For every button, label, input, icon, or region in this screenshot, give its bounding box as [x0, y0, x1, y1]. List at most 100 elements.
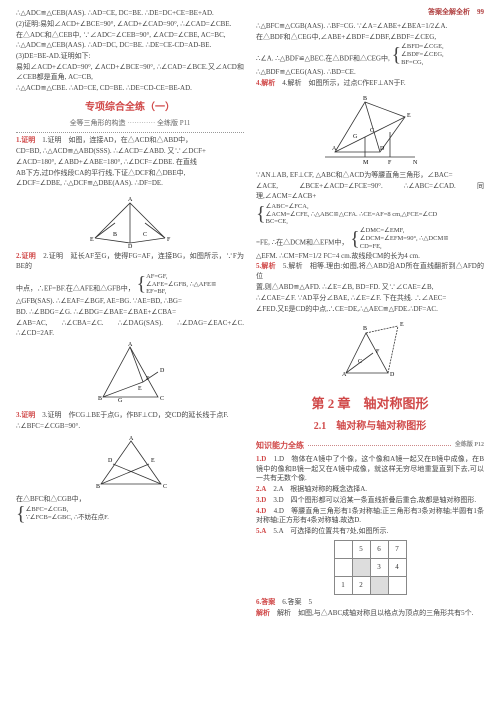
text-line: ∴∠A. ∴△BDF≌△BEC.在△BDF和△CEG中, { ∠BFD=∠CGE… [256, 43, 484, 66]
brace-eq: { AF=GF,∠AFE=∠GFB, ∴△AFE≌EF=BF, [136, 273, 216, 296]
special-pg: 全练版 P11 [157, 119, 190, 127]
cell [334, 559, 352, 577]
svg-text:G: G [118, 398, 123, 404]
svg-text:E: E [151, 458, 155, 464]
t: 中点，∴EF=BF.在△AFE和△GFB中， [16, 284, 135, 292]
text-line: (3)DE=BE-AD.证明如下: [16, 52, 244, 62]
a5-text: 5.A 可选择的位置共有7处,如图所示. [273, 527, 388, 535]
text-line: { ∠BFC=∠CGB,∵∠FCB=∠GBC, ∴不妨在点F. [16, 506, 244, 524]
q1-text: 1.证明 如图，连接AD，在△ACD和△ABD中， [42, 136, 192, 144]
a-num: 解析 [256, 609, 270, 617]
svg-text:E: E [400, 322, 404, 328]
text-line: ∵AN⊥AB, EF⊥CF, △ABC和△ACD为等腰直角三角形，∠BAC= [256, 171, 484, 181]
cell: 6 [370, 541, 388, 559]
a-num: 2.A [256, 485, 266, 493]
svg-text:F: F [167, 237, 171, 243]
grid-puzzle: 5 6 7 3 4 1 2 [334, 540, 407, 595]
a6a-text: 解析 如图,与△ABC成轴对称且以格点为顶点的三角形共有5个. [277, 609, 473, 617]
svg-text:D: D [128, 244, 133, 248]
knowledge-header: 知识能力全练 全练版 P12 [256, 440, 484, 451]
svg-text:E: E [138, 386, 142, 392]
cell: 4 [388, 559, 406, 577]
subchapter-title: 2.1 轴对称与轴对称图形 [256, 420, 484, 434]
text-line: BD. ∴∠BDG=∠G. ∴∠BDG=∠BAE=∠BAE+∠CBA= [16, 308, 244, 318]
text-line: AB下方,过D作线段CA的平行线,下证△DCF和△DBE中, [16, 169, 244, 179]
text-line: ∴△BFC≌△CGB(AAS). ∴BF=CG. ∵∠A=∠ABE+∠BEA=1… [256, 22, 484, 32]
cell [334, 541, 352, 559]
brace-eq: { ∠BFD=∠CGE,∠BDF=∠CEG,BF=CG, [391, 43, 443, 66]
text-line: 在△BDF和△CEG中,∠ABE+∠BDF=∠DBF,∠BDF=∠CEG, [256, 33, 484, 43]
cell: 3 [370, 559, 388, 577]
q3-text: 3.证明 作CG⊥BE于点G，作BF⊥CD，交CD的延长线于点F. [42, 411, 228, 419]
q4-text: 4.解析 如图所示，过点C作EF⊥AN于F. [282, 79, 405, 87]
q-num: 3.证明 [16, 411, 35, 419]
svg-text:B: B [363, 326, 367, 332]
header-page: 99 [477, 8, 484, 16]
text-line: ∴∠CAE=∠F. ∵AD平分∠BAE, ∴∠E=∠F. 下在共线. ∴∠AEC… [256, 294, 484, 304]
text-line: ∠ACE, ∠BCE+∠ACD=∠FCE=90°. ∴∠ABC=∠CAD. 同理… [256, 182, 484, 202]
svg-text:C: C [163, 484, 167, 490]
right-column: 答案全解全析 99 ∴△BFC≌△CGB(AAS). ∴BF=CG. ∵∠A=∠… [250, 8, 490, 713]
a3-text: 3.D 四个图形都可以沿某一条直线折叠后重合,故都是轴对称图形. [273, 496, 476, 504]
svg-text:D: D [160, 368, 165, 374]
svg-text:A: A [128, 197, 133, 203]
svg-text:D: D [108, 458, 113, 464]
a-num: 6.答案 [256, 598, 275, 606]
diagram-5: A B D E C F [256, 318, 484, 383]
text-line: ∴∠BFC=∠CGB=90°. [16, 422, 244, 432]
svg-text:B: B [96, 484, 100, 490]
svg-text:M: M [363, 160, 369, 166]
header-title: 答案全解全析 [428, 8, 470, 16]
left-column: ∴△ADC≌△CEB(AAS). ∴AD=CE, DC=BE. ∴DE=DC+C… [10, 8, 250, 713]
cell [388, 577, 406, 595]
svg-text:C: C [370, 128, 374, 134]
svg-text:C: C [160, 396, 164, 402]
a6-text: 6.答案 5 [282, 598, 312, 606]
dots-divider [308, 445, 451, 446]
text-line: 易知∠ACD+∠CAD=90°, ∠ACD+∠BCE=90°, ∴∠CAD=∠B… [16, 63, 244, 83]
text-line: ∠ACD=180°, ∠ABD+∠ABE=180°, ∴∠DCF=∠DBE. 在… [16, 158, 244, 168]
brace-eq: { ∠DMC=∠EMF,∠DCM=∠EFM=90°, ∴△DCM≌CD=FE, [350, 227, 449, 250]
text-line: ∴△ADC≌△CEB(AAS). ∴AD=CE, DC=BE. ∴DE=DC+C… [16, 9, 244, 19]
text-line: 在△BFC和△CGB中， [16, 495, 244, 505]
svg-text:D: D [390, 372, 395, 378]
special-sub: 全等三角形的构造 ············ 全练版 P11 [16, 119, 244, 129]
q2-text: 2.证明 延长AF至G，使得FG=AF，连接BG，如图所示，∵F为BE的 [16, 252, 244, 270]
svg-text:A: A [129, 436, 134, 442]
cell: 2 [352, 577, 370, 595]
q5-text: 5.解析 相等.理由:如图,将△ABD沿AD所在直线翻折到△AFD的位 [256, 262, 484, 280]
brace-eq: { ∠BFC=∠CGB,∵∠FCB=∠GBC, ∴不妨在点F. [16, 506, 109, 522]
text-line: △EFM. ∴CM=FM=1/2 FC=4 cm.故线段CM的长为4 cm. [256, 252, 484, 262]
text-line: 置,则△ABD≌△AFD. ∴∠E=∠B, BD=FD. 又∵∠CAE=∠B, [256, 283, 484, 293]
q-num: 5.解析 [256, 262, 276, 270]
svg-text:C: C [358, 359, 362, 365]
svg-text:N: N [413, 160, 418, 166]
cell: 7 [388, 541, 406, 559]
text-line: { ∠ABC=∠FCA,∠ACM=∠CFE, ∴△ABC≌△CFA. ∴CE=A… [256, 203, 484, 226]
text-line: 在△ADC和△CEB中, ∵∠ADC=∠CEB=90°, ∠ACD=∠CBE, … [16, 31, 244, 41]
cell: 5 [352, 541, 370, 559]
text-line: CD=BD, ∴△ACD≌△ABD(SSS). ∴∠ACD=∠ABD. 又∵∠D… [16, 147, 244, 157]
svg-text:G: G [353, 134, 358, 140]
chapter-title: 第 2 章 轴对称图形 [256, 395, 484, 413]
a1-text: 1.D 物体在A镜中了个像，这个像和A镜一起又在B镜中成像，在B镜中的像和B镜一… [256, 455, 484, 483]
text-line: 中点，∴EF=BF.在△AFE和△GFB中， { AF=GF,∠AFE=∠GFB… [16, 273, 244, 296]
cell [352, 559, 370, 577]
page-header: 答案全解全析 99 [256, 8, 484, 18]
svg-text:A: A [342, 372, 347, 378]
a-num: 1.D [256, 455, 266, 463]
knowledge-label: 知识能力全练 [256, 440, 304, 451]
text-line: ∠AB=AC, ∴∠CBA=∠C. ∴∠DAG(SAS). ∴∠DAG=∠EAC… [16, 319, 244, 339]
cell [370, 577, 388, 595]
text-line: ∴△ACD≌△CBE. ∴AD=CE, CD=BE. ∴DE=CD-CE=BE-… [16, 84, 244, 94]
text-line: ∴△ADC≌△CEB(AAS). ∴AD=DC, DC=BE. ∴DE=CE-C… [16, 41, 244, 51]
divider [16, 132, 244, 133]
svg-text:D: D [380, 146, 385, 152]
q-num: 2.证明 [16, 252, 36, 260]
text-line: (2)证明:易知∠ACD+∠BCE=90°, ∠ACD+∠CAD=90°, ∴∠… [16, 20, 244, 30]
special-title: 专项综合全练（一） [16, 101, 244, 115]
q-num: 1.证明 [16, 136, 35, 144]
diagram-3: A B C D E [16, 436, 244, 491]
a2-text: 2.A 根据轴对称的概念选择A. [273, 485, 367, 493]
svg-text:E: E [90, 237, 94, 243]
